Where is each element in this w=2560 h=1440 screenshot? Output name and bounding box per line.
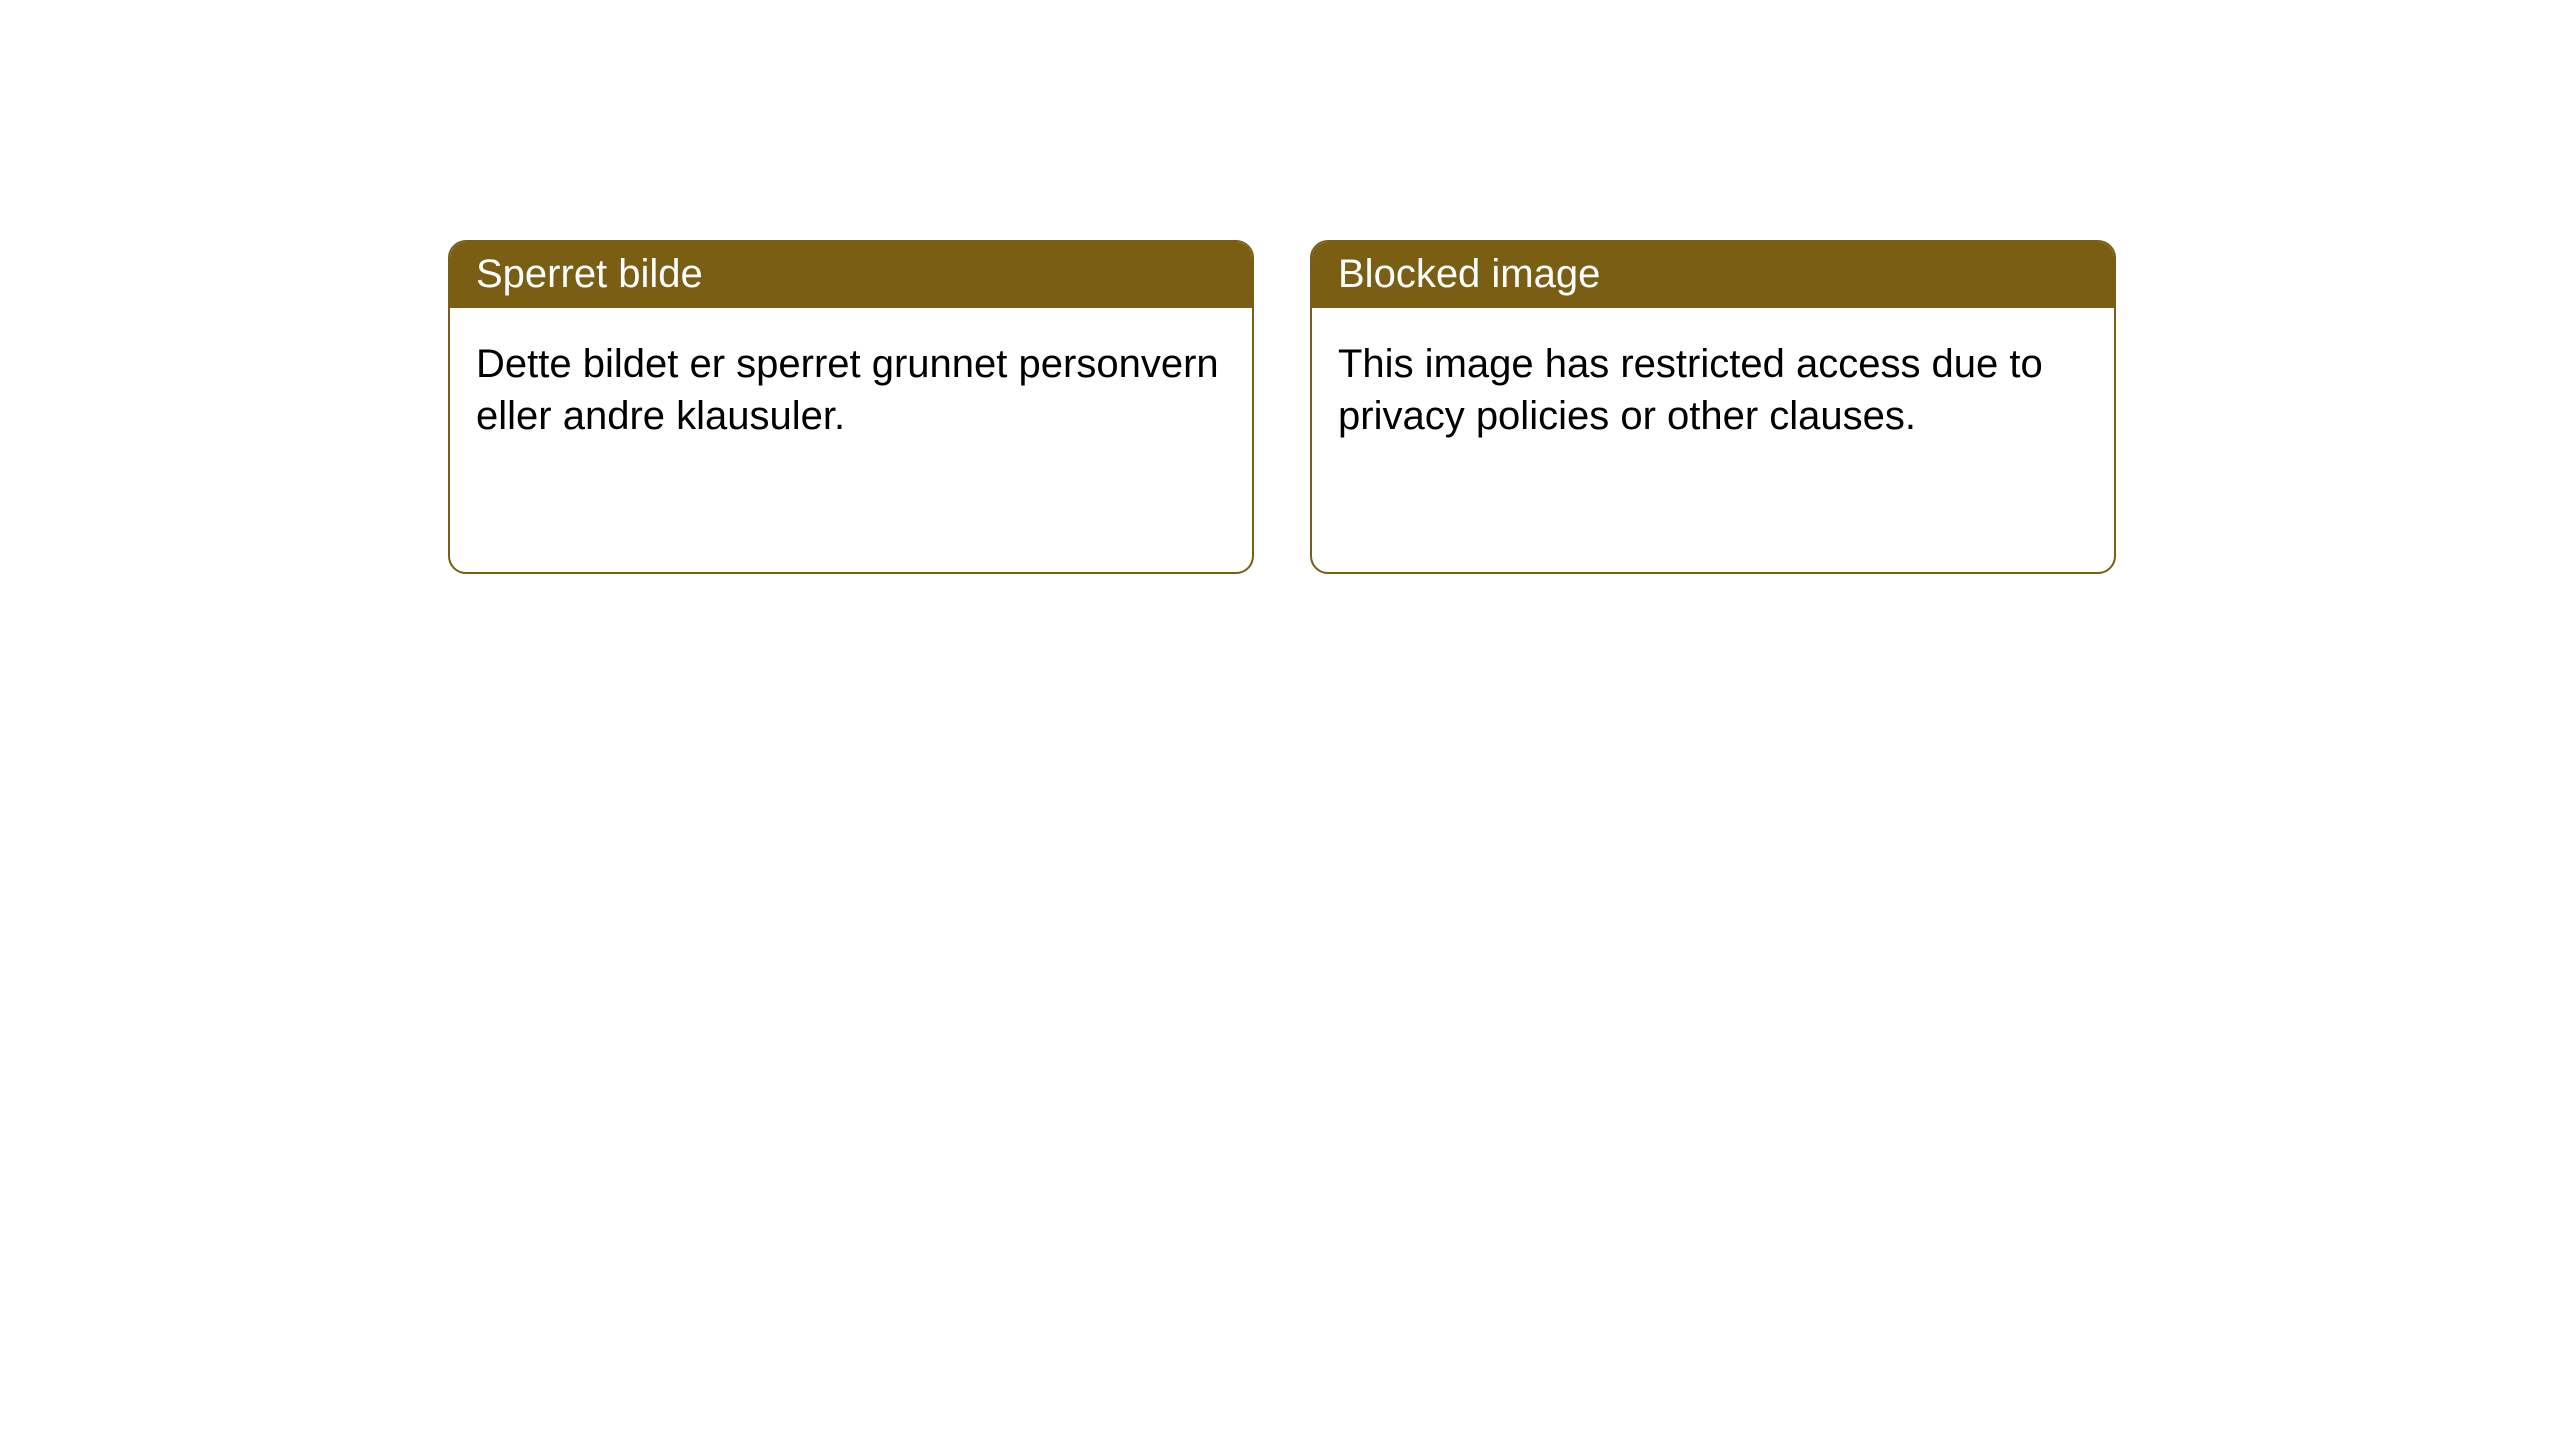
card-title: Sperret bilde <box>450 242 1252 308</box>
notice-card-norwegian: Sperret bilde Dette bildet er sperret gr… <box>448 240 1254 574</box>
card-body-text: This image has restricted access due to … <box>1312 308 2114 472</box>
notice-cards-container: Sperret bilde Dette bildet er sperret gr… <box>0 0 2560 574</box>
card-title: Blocked image <box>1312 242 2114 308</box>
notice-card-english: Blocked image This image has restricted … <box>1310 240 2116 574</box>
card-body-text: Dette bildet er sperret grunnet personve… <box>450 308 1252 472</box>
